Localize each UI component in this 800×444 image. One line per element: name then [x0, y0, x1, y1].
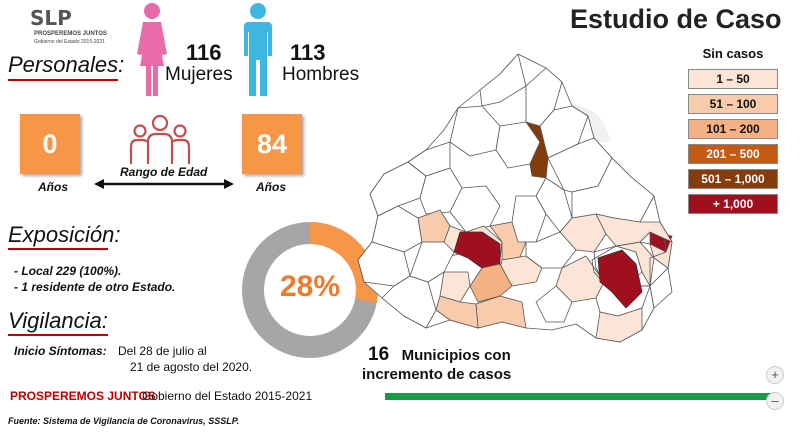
municipios-summary: 16 Municipios con: [368, 344, 511, 366]
inicio-sintomas-label: Inicio Síntomas:: [14, 344, 107, 358]
map-region-101-200: [469, 263, 513, 303]
legend-item: 501 – 1,000: [688, 169, 778, 189]
map-legend: Sin casos 1 – 50 51 – 100 101 – 200 201 – 5…: [688, 44, 778, 214]
male-figure-icon: [244, 3, 272, 96]
age-max-label: Años: [256, 180, 286, 194]
legend-item: + 1,000: [688, 194, 778, 214]
legend-item: 101 – 200: [688, 119, 778, 139]
men-label: Hombres: [282, 64, 360, 85]
donut-fill-segment: [242, 222, 378, 358]
personales-underline: [8, 79, 118, 81]
people-group-icon: [129, 114, 191, 164]
exposicion-line-2: - 1 residente de otro Estado.: [14, 280, 176, 294]
female-figure-icon: [137, 3, 167, 96]
women-count: 116: [186, 40, 222, 65]
men-count: 113: [290, 40, 326, 65]
footer-prosperemos: PROSPEREMOS JUNTOS: [10, 389, 156, 403]
slp-logo: SLP PROSPEREMOS JUNTOS Gobierno del Esta…: [30, 6, 107, 46]
page-title: Estudio de Caso: [570, 4, 782, 34]
women-label: Mujeres: [165, 64, 233, 85]
donut-percentage: 28%: [279, 270, 341, 303]
exposicion-heading: Exposición:: [8, 222, 121, 247]
age-min-label: Años: [38, 180, 68, 194]
personales-heading: Personales:: [8, 52, 125, 77]
logo-subtitle: PROSPEREMOS JUNTOS: [34, 31, 107, 37]
legend-item: 201 – 500: [688, 144, 778, 164]
legend-item: 51 – 100: [688, 94, 778, 114]
exposicion-underline: [8, 248, 108, 250]
legend-item: 1 – 50: [688, 69, 778, 89]
exposure-donut-chart: [242, 222, 378, 358]
source-note: Fuente: Sistema de Vigilancia de Coronav…: [8, 416, 240, 426]
footer-gobierno: Gobierno del Estado 2015-2021: [142, 389, 313, 403]
vigilancia-heading: Vigilancia:: [8, 308, 108, 333]
legend-title: Sin casos: [702, 46, 764, 61]
age-min-box: 0: [20, 114, 80, 174]
logo-subtitle-2: Gobierno del Estado 2015-2021: [34, 39, 105, 45]
zoom-out-button[interactable]: –: [766, 392, 784, 410]
footer-green-bar: [385, 393, 775, 400]
municipios-line-2: incremento de casos: [362, 366, 512, 383]
municipios-line-1: Municipios con: [401, 347, 511, 364]
slp-municipalities-map: [357, 53, 673, 343]
zoom-in-button[interactable]: +: [766, 366, 784, 384]
inicio-sintomas-line-1: Del 28 de julio al: [118, 344, 207, 358]
municipios-count: 16: [368, 344, 390, 365]
vigilancia-underline: [8, 334, 108, 336]
exposicion-line-1: - Local 229 (100%).: [14, 264, 122, 278]
inicio-sintomas-line-2: 21 de agosto del 2020.: [130, 360, 253, 374]
age-range-label: Rango de Edad: [120, 165, 208, 179]
double-arrow-icon: [94, 179, 234, 189]
logo-main-text: SLP: [30, 6, 72, 30]
age-max-box: 84: [242, 114, 302, 174]
